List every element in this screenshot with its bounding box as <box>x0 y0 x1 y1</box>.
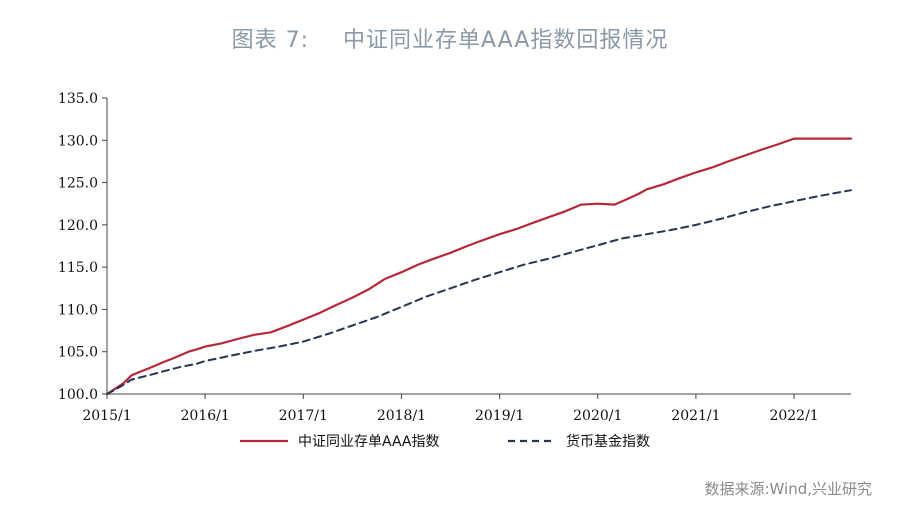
y-tick-label: 105.0 <box>58 345 98 361</box>
series-line-money-fund-index <box>106 189 852 395</box>
y-tick-label: 100.0 <box>58 387 98 403</box>
axes <box>106 98 851 395</box>
x-tick-label: 2020/1 <box>573 408 622 424</box>
figure-number: 图表 7: <box>231 28 310 53</box>
x-tick-label: 2018/1 <box>377 408 426 424</box>
x-tick-label: 2017/1 <box>279 408 328 424</box>
legend-entry-money-fund-index: 货币基金指数 <box>508 433 650 450</box>
x-tick-label: 2021/1 <box>671 408 720 424</box>
y-tick-label: 120.0 <box>58 218 98 234</box>
y-tick-label: 110.0 <box>58 302 98 318</box>
y-tick-label: 130.0 <box>58 133 98 149</box>
title-text: 中证同业存单AAA指数回报情况 <box>343 28 669 53</box>
y-tick-label: 135.0 <box>58 91 98 107</box>
legend-label: 中证同业存单AAA指数 <box>298 434 440 450</box>
chart-title: 图表 7: 中证同业存单AAA指数回报情况 <box>0 22 900 54</box>
legend: 中证同业存单AAA指数 货币基金指数 <box>240 433 650 450</box>
y-tick-label: 115.0 <box>58 260 98 276</box>
legend-entry-aaa-index: 中证同业存单AAA指数 <box>240 434 440 450</box>
series-layer <box>105 137 853 396</box>
y-tick-label: 125.0 <box>58 176 98 192</box>
x-tick-label: 2022/1 <box>769 408 818 424</box>
y-axis-ticks: 100.0 105.0 110.0 115.0 120.0 125.0 130.0 135.0 <box>58 91 107 403</box>
legend-label: 货币基金指数 <box>566 433 650 450</box>
x-tick-label: 2015/1 <box>82 408 131 424</box>
source-note: 数据来源:Wind,兴业研究 <box>704 480 872 498</box>
x-tick-label: 2016/1 <box>181 408 230 424</box>
x-tick-label: 2019/1 <box>475 408 524 424</box>
x-axis-ticks: 2015/1 2016/1 2017/1 2018/1 2019/1 2020/1 2021… <box>82 394 819 424</box>
series-line-aaa-index <box>105 137 853 396</box>
